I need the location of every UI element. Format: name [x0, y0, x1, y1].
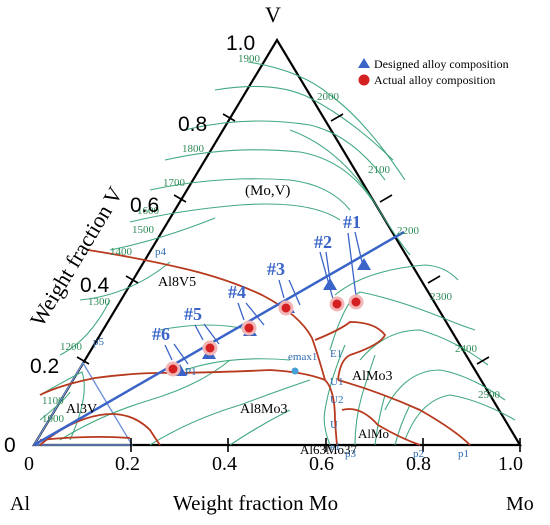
alloy-label-3: #3	[267, 259, 285, 279]
apex-label-mo: Mo	[506, 493, 534, 515]
x-tick-0.8: 0.8	[406, 453, 431, 475]
point-label-p3: p3	[345, 448, 357, 460]
alloy-composition-line	[33, 230, 405, 447]
isotherm-1700: 1700	[163, 177, 186, 189]
x-tick-0.2: 0.2	[115, 453, 140, 475]
point-label-emax1: emax1	[288, 351, 317, 363]
phase-label-almo: AlMo	[358, 426, 389, 441]
isotherm-2300: 2300	[430, 291, 453, 303]
point-label-p1-upper: P1	[185, 366, 197, 378]
point-label-u2: U2	[330, 394, 343, 406]
point-label-p4: p4	[155, 246, 167, 258]
x-tick-1.0: 1.0	[498, 453, 523, 475]
designed-alloy-2	[323, 278, 337, 290]
point-label-p2: p2	[413, 448, 424, 460]
x-axis-title: Weight fraction Mo	[173, 491, 338, 515]
actual-alloy-4	[241, 320, 257, 336]
alloy-pointers	[164, 231, 363, 365]
isotherm-1300: 1300	[88, 296, 111, 308]
legend-actual-marker	[358, 74, 370, 86]
isotherm-1500: 1500	[132, 224, 155, 236]
y-tick-0: 0	[4, 434, 16, 457]
isotherm-2100: 2100	[368, 164, 391, 176]
point-label-u3: U	[330, 419, 338, 431]
isotherm-2400: 2400	[455, 343, 478, 355]
y-tick-0.2: 0.2	[30, 355, 59, 378]
phase-label-al8v5: Al8V5	[158, 275, 196, 290]
designed-alloy-1	[357, 258, 371, 270]
y-tick-0.6: 0.6	[130, 194, 159, 217]
isotherm-2200: 2200	[397, 225, 420, 237]
isotherm-1200: 1200	[60, 341, 83, 353]
legend-designed-marker	[358, 58, 370, 68]
point-label-p5: p5	[93, 336, 105, 348]
x-tick-0: 0	[24, 453, 34, 475]
actual-alloy-1	[348, 294, 364, 310]
isotherm-1000: 1000	[42, 413, 65, 425]
phase-label-almo3: AlMo3	[352, 369, 392, 384]
alloy-label-6: #6	[152, 324, 170, 344]
y-tick-0.4: 0.4	[80, 274, 110, 297]
isotherm-2000: 2000	[317, 91, 340, 103]
actual-alloy-3	[278, 300, 294, 316]
x-tick-0.6: 0.6	[309, 453, 334, 475]
phase-label-al3v: Al3V	[66, 402, 97, 417]
actual-alloy-2	[329, 296, 345, 312]
point-label-u1: U1	[330, 376, 343, 388]
y-tick-0.8: 0.8	[178, 113, 207, 136]
alloy-label-5: #5	[184, 304, 202, 324]
apex-label-al: Al	[10, 493, 30, 515]
point-label-e-low: e1	[330, 441, 340, 453]
isotherm-1800: 1800	[182, 143, 205, 155]
actual-alloy-5	[202, 340, 218, 356]
legend-actual-label: Actual alloy composition	[374, 73, 495, 87]
y-tick-1.0: 1.0	[226, 32, 255, 55]
isotherm-1400: 1400	[110, 246, 133, 258]
alloy-label-4: #4	[228, 282, 246, 302]
point-label-e1: E1	[330, 348, 342, 360]
legend-designed-label: Designed alloy composition	[374, 57, 509, 71]
phase-label-mov: (Mo,V)	[245, 183, 290, 199]
phase-label-al63mo37: Al63Mo37	[300, 442, 358, 457]
alloy-label-2: #2	[314, 232, 332, 252]
apex-label-v: V	[265, 2, 281, 27]
isotherm-1900: 1900	[238, 53, 261, 65]
isotherm-1600: 1600	[137, 205, 160, 217]
alloy-label-1: #1	[343, 212, 361, 232]
isotherm-2500: 2500	[478, 389, 501, 401]
tick-marks	[76, 113, 521, 452]
phase-label-al8mo3: Al8Mo3	[240, 402, 287, 417]
isotherm-1100: 1100	[42, 395, 64, 407]
actual-alloy-6	[165, 361, 181, 377]
triangle-frame	[32, 37, 522, 447]
emax1-marker	[291, 367, 299, 375]
x-tick-0.4: 0.4	[212, 453, 237, 475]
isotherm-lines	[39, 61, 516, 446]
point-label-p1-lower: p1	[458, 448, 469, 460]
